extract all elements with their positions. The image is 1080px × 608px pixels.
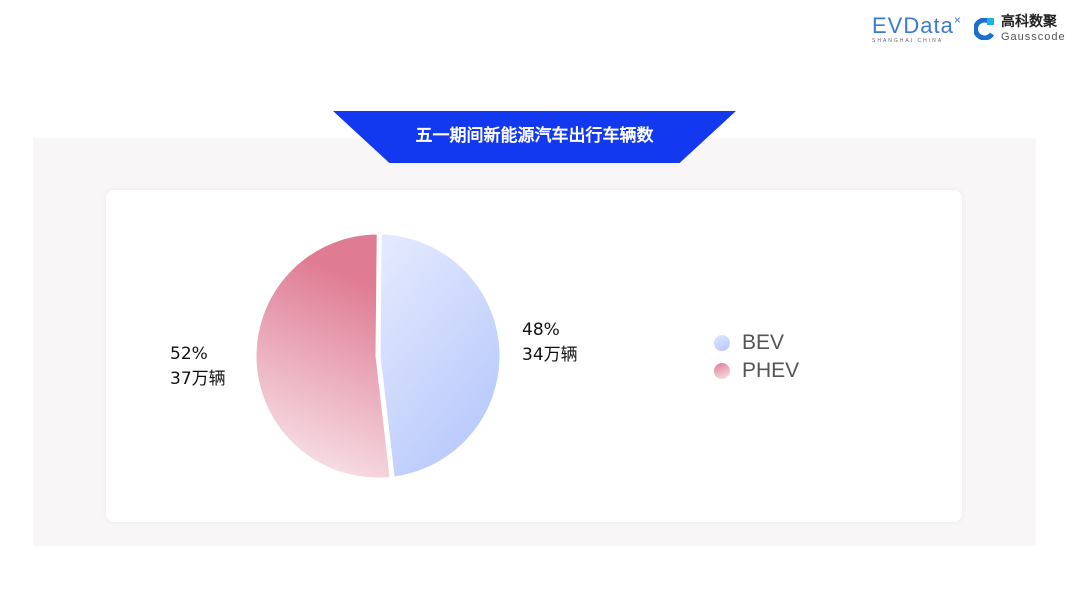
evdata-subtitle: SHANGHAI CHINA — [872, 38, 944, 44]
bev-data-label: 48% 34万辆 — [522, 320, 578, 365]
gausscode-logo: 高科数聚 Gausscode — [974, 14, 1066, 44]
chart-card — [106, 190, 962, 522]
legend-marker — [714, 335, 730, 351]
pie-slice-bev — [375, 229, 505, 482]
legend-item-bev: BEV — [714, 329, 799, 357]
evdata-logo: EVData× SHANGHAI CHINA — [872, 13, 962, 45]
title-banner — [333, 111, 736, 163]
evdata-x-mark-icon: × — [953, 13, 962, 27]
gausscode-en-name: Gausscode — [1001, 31, 1066, 43]
phev-data-label: 52% 37万辆 — [170, 344, 226, 389]
pie-slice-phev — [251, 229, 395, 483]
legend-item-phev: PHEV — [714, 357, 799, 385]
gausscode-cn-name: 高科数聚 — [1001, 14, 1057, 30]
evdata-wordmark: EVData — [872, 13, 954, 38]
gausscode-icon — [974, 18, 995, 40]
legend-marker — [714, 363, 730, 379]
chart-title: 五一期间新能源汽车出行车辆数 — [415, 126, 654, 146]
legend: BEV PHEV — [714, 329, 799, 385]
